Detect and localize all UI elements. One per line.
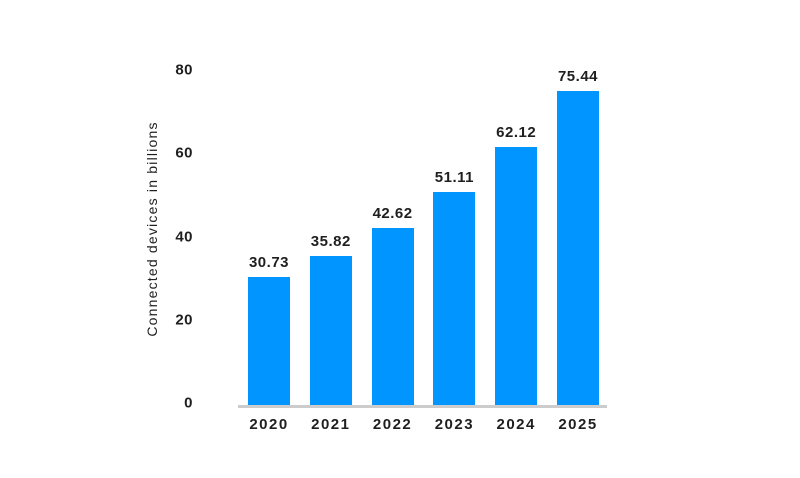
x-tick-label: 2021	[311, 416, 351, 433]
bar-value-label: 75.44	[557, 68, 599, 86]
x-tick-label: 2022	[372, 416, 413, 433]
bar-value-label: 62.12	[496, 123, 537, 141]
bar	[309, 255, 352, 405]
y-tick-label: 40	[175, 228, 193, 246]
bar-value-label: 35.82	[310, 232, 351, 250]
x-tick-label: 2025	[558, 416, 598, 433]
bar	[371, 227, 414, 405]
x-tick-label: 2023	[434, 416, 475, 433]
y-tick-label: 0	[184, 394, 193, 412]
bar	[495, 146, 538, 405]
bar	[557, 91, 599, 405]
bar-value-label: 42.62	[372, 204, 413, 222]
y-tick-label: 60	[175, 144, 193, 162]
y-tick-label: 80	[175, 61, 193, 79]
x-tick-label: 2020	[249, 416, 289, 433]
bar	[248, 277, 290, 405]
bar	[433, 192, 476, 405]
bar-value-label: 30.73	[248, 254, 290, 272]
y-tick-label: 20	[175, 311, 193, 329]
bar-value-label: 51.11	[434, 169, 474, 187]
x-tick-label: 2024	[496, 416, 536, 433]
x-axis-line	[238, 405, 607, 408]
